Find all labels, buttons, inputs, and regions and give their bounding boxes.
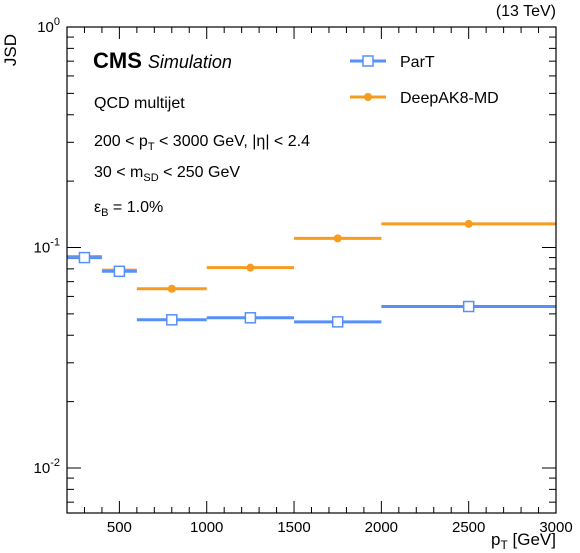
data-series (67, 219, 556, 328)
data-point (167, 284, 176, 293)
data-point (113, 265, 126, 278)
x-axis-label: pT [GeV] (491, 530, 556, 552)
legend-marker-deepak8 (364, 93, 372, 101)
annotation-msd: 30 < mSD < 250 GeV (94, 164, 240, 184)
legend: ParT DeepAK8-MD (350, 54, 499, 107)
data-point (244, 312, 257, 324)
x-tick-label: 2500 (452, 519, 485, 536)
data-point (333, 234, 342, 243)
y-axis-ticks: 10-2 10-1 100 (34, 16, 556, 503)
data-point (464, 219, 473, 228)
legend-label-part: ParT (400, 54, 435, 71)
data-point (246, 263, 255, 272)
x-axis-ticks: 500 1000 1500 2000 2500 3000 (66, 27, 573, 536)
data-point (78, 251, 91, 264)
x-tick-label: 2000 (365, 519, 398, 536)
annotation-bkg-eff: εB = 1.0% (94, 199, 163, 219)
annotation-process: QCD multijet (94, 95, 185, 112)
lumi-label: (13 TeV) (496, 3, 556, 20)
x-tick-label: 500 (107, 519, 132, 536)
data-point (166, 314, 178, 326)
legend-entry-part: ParT (350, 54, 435, 71)
data-point (462, 300, 475, 313)
y-tick-label: 10-1 (34, 237, 60, 257)
x-tick-label: 1500 (277, 519, 310, 536)
data-point (331, 316, 344, 328)
y-tick-label: 10-2 (34, 457, 60, 477)
legend-entry-deepak8: DeepAK8-MD (350, 90, 499, 107)
plot-frame (66, 26, 557, 514)
series-part (67, 251, 556, 328)
x-tick-label: 3000 (539, 519, 572, 536)
legend-marker-part (362, 55, 374, 67)
cms-label: CMS Simulation (93, 48, 232, 73)
legend-label-deepak8: DeepAK8-MD (400, 90, 499, 107)
x-tick-label: 1000 (190, 519, 223, 536)
y-axis-label: JSD (1, 34, 20, 66)
series-deepak8-md (67, 219, 556, 293)
annotation-pt-eta: 200 < pT < 3000 GeV, |η| < 2.4 (94, 133, 310, 153)
y-tick-label: 100 (37, 16, 60, 36)
